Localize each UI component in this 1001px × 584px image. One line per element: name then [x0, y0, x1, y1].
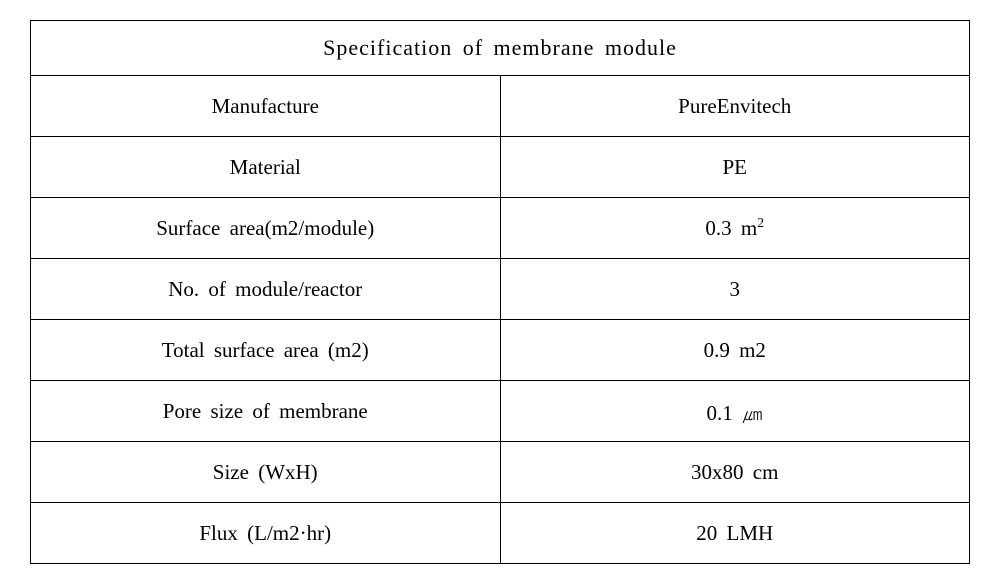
row-value: 0.1 ㎛: [500, 381, 970, 442]
row-value: 0.9 m2: [500, 320, 970, 381]
table-row: Total surface area (m2) 0.9 m2: [31, 320, 970, 381]
row-label: No. of module/reactor: [31, 259, 501, 320]
table-title-row: Specification of membrane module: [31, 21, 970, 76]
row-value: PE: [500, 137, 970, 198]
row-label: Material: [31, 137, 501, 198]
row-label: Size (WxH): [31, 442, 501, 503]
table-row: Surface area(m2/module) 0.3 m2: [31, 198, 970, 259]
table-row: Manufacture PureEnvitech: [31, 76, 970, 137]
table-row: Size (WxH) 30x80 cm: [31, 442, 970, 503]
table-row: Pore size of membrane 0.1 ㎛: [31, 381, 970, 442]
row-label: Pore size of membrane: [31, 381, 501, 442]
row-label: Surface area(m2/module): [31, 198, 501, 259]
row-value: 20 LMH: [500, 503, 970, 564]
table-title: Specification of membrane module: [31, 21, 970, 76]
row-value: 3: [500, 259, 970, 320]
row-label: Manufacture: [31, 76, 501, 137]
table-row: Material PE: [31, 137, 970, 198]
table-row: Flux (L/m2·hr) 20 LMH: [31, 503, 970, 564]
membrane-spec-table: Specification of membrane module Manufac…: [30, 20, 970, 564]
row-value: 0.3 m2: [500, 198, 970, 259]
row-label: Total surface area (m2): [31, 320, 501, 381]
row-value: 30x80 cm: [500, 442, 970, 503]
row-label: Flux (L/m2·hr): [31, 503, 501, 564]
row-value: PureEnvitech: [500, 76, 970, 137]
table-row: No. of module/reactor 3: [31, 259, 970, 320]
